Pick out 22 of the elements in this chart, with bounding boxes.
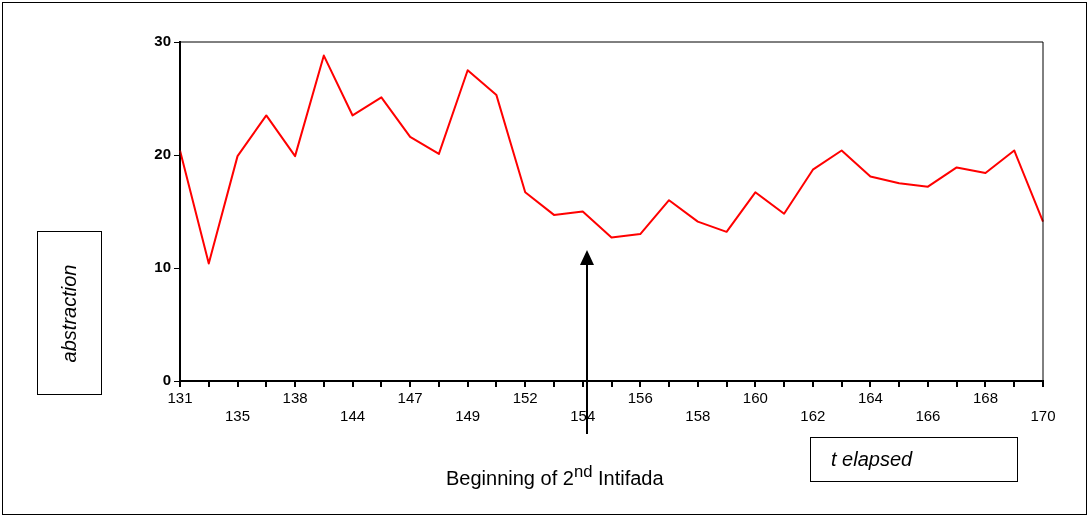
x-tick-label: 147 — [397, 389, 423, 407]
x-tick-label: 131 — [167, 389, 193, 407]
y-axis-title: abstraction — [58, 264, 81, 362]
x-tick-label: 135 — [225, 407, 251, 425]
x-tick-label: 170 — [1030, 407, 1056, 425]
y-tick-label: 10 — [154, 258, 171, 276]
x-tick-label: 138 — [282, 389, 308, 407]
x-tick-label: 158 — [685, 407, 711, 425]
x-tick-label: 149 — [455, 407, 481, 425]
x-tick-label: 156 — [627, 389, 653, 407]
text: Beginning of 2$^{nd}$ Intifada — [446, 462, 664, 490]
x-tick-label: 166 — [915, 407, 941, 425]
x-tick-label: 160 — [742, 389, 768, 407]
x-tick-label: 162 — [800, 407, 826, 425]
x-tick-label: 164 — [857, 389, 883, 407]
y-tick-label: 20 — [154, 145, 171, 163]
x-tick-label: 152 — [512, 389, 538, 407]
x-axis-title: t elapsed — [831, 448, 913, 471]
y-tick-label: 30 — [154, 32, 171, 50]
x-tick-label: 144 — [340, 407, 366, 425]
y-tick-label: 0 — [162, 371, 171, 389]
x-tick-label: 168 — [972, 389, 998, 407]
